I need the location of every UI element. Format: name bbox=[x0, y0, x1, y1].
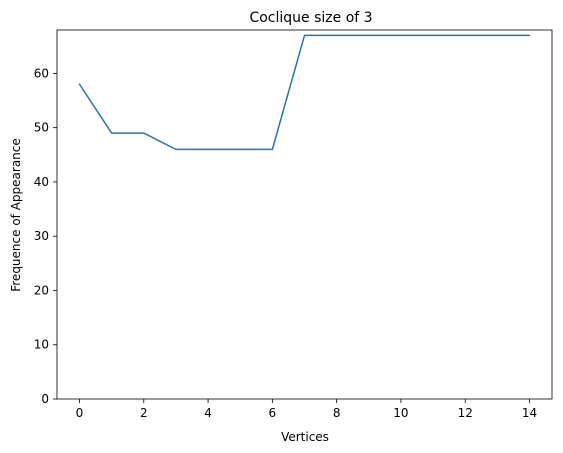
x-tick-label: 14 bbox=[522, 406, 537, 420]
axes-frame bbox=[56, 29, 553, 400]
x-tick-label: 6 bbox=[269, 406, 277, 420]
chart-title: Coclique size of 3 bbox=[249, 10, 372, 26]
series-line-0 bbox=[78, 34, 531, 151]
y-tick-label: 0 bbox=[41, 392, 49, 406]
y-tick-label: 10 bbox=[34, 338, 49, 352]
y-tick-label: 40 bbox=[34, 175, 49, 189]
x-tick-label: 8 bbox=[333, 406, 341, 420]
y-tick-label: 30 bbox=[34, 229, 49, 243]
x-tick-label: 2 bbox=[140, 406, 148, 420]
x-tick-label: 4 bbox=[204, 406, 212, 420]
x-tick-label: 12 bbox=[458, 406, 473, 420]
x-tick-label: 0 bbox=[76, 406, 84, 420]
y-axis-label: Frequence of Appearance bbox=[9, 138, 23, 292]
y-tick-label: 60 bbox=[34, 66, 49, 80]
y-tick-label: 50 bbox=[34, 121, 49, 135]
plot-area: 0 2 4 6 8 10 12 14 0 10 20 30 40 50 60 bbox=[34, 29, 553, 420]
x-axis-label: Vertices bbox=[281, 430, 329, 444]
y-tick-label: 20 bbox=[34, 283, 49, 297]
x-tick-label: 10 bbox=[393, 406, 408, 420]
